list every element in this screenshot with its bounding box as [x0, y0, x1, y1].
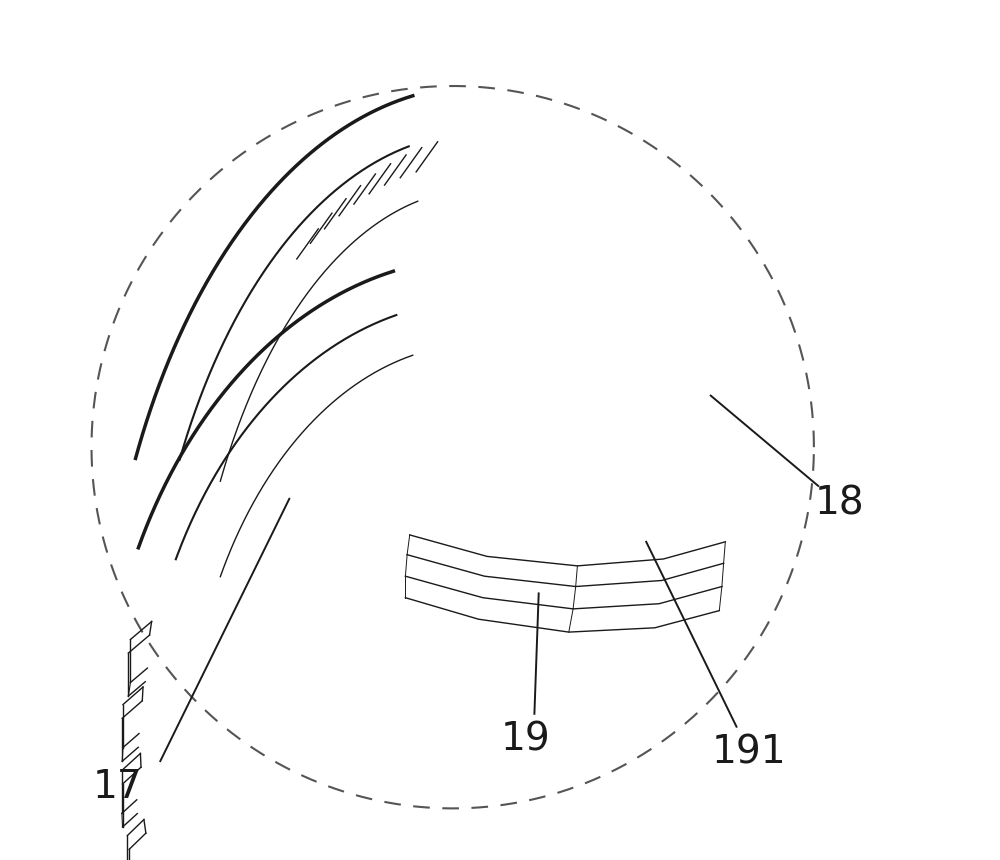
Text: 191: 191	[712, 734, 787, 771]
Text: 17: 17	[92, 768, 142, 806]
Text: 19: 19	[501, 721, 551, 759]
Text: 18: 18	[815, 484, 865, 522]
